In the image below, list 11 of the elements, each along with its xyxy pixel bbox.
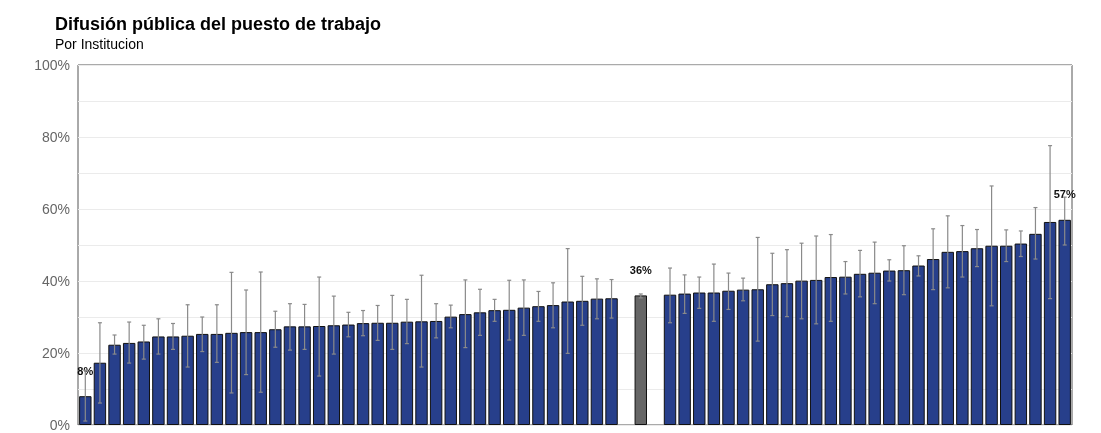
y-tick-label: 60% bbox=[41, 201, 70, 217]
y-tick-label: 80% bbox=[41, 129, 70, 145]
data-label: 36% bbox=[629, 263, 652, 276]
y-tick-label: 40% bbox=[41, 273, 70, 289]
y-tick-label: 20% bbox=[41, 345, 70, 361]
y-tick-label: 0% bbox=[49, 417, 70, 433]
data-label: 57% bbox=[1053, 188, 1076, 201]
chart-subtitle: Por Institucion bbox=[55, 36, 144, 52]
y-tick-label: 100% bbox=[34, 57, 70, 73]
chart-title: Difusión pública del puesto de trabajo bbox=[55, 14, 382, 34]
data-label: 8% bbox=[77, 364, 94, 377]
